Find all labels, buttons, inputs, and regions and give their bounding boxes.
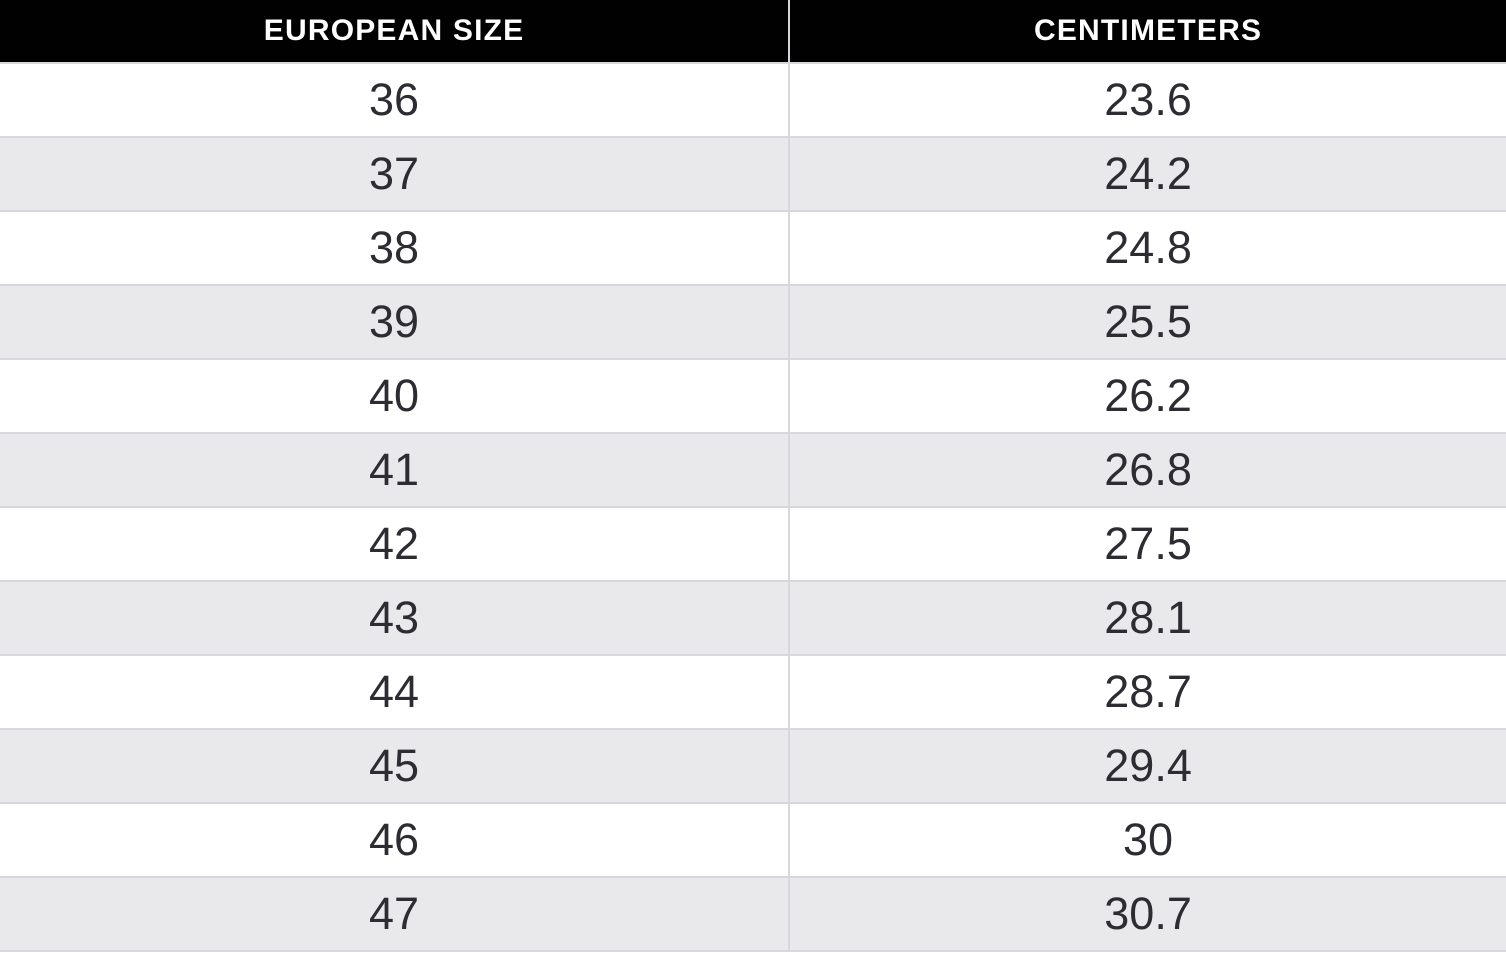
centimeters-cell: 23.6 — [789, 63, 1506, 138]
table-body: 36 23.6 37 24.2 38 24.8 39 25.5 40 26.2 … — [0, 63, 1506, 952]
european-size-cell: 44 — [0, 655, 791, 730]
table-row: 41 26.8 — [0, 433, 1506, 508]
table-row: 43 28.1 — [0, 581, 1506, 656]
centimeters-cell: 24.8 — [789, 211, 1506, 286]
table-row: 44 28.7 — [0, 655, 1506, 730]
european-size-cell: 38 — [0, 211, 791, 286]
column-header-centimeters: CENTIMETERS — [789, 0, 1506, 64]
centimeters-cell: 30 — [789, 803, 1506, 878]
table-row: 37 24.2 — [0, 137, 1506, 212]
table-row: 46 30 — [0, 803, 1506, 878]
table-row: 38 24.8 — [0, 211, 1506, 286]
table-header: EUROPEAN SIZE CENTIMETERS — [0, 0, 1506, 64]
european-size-cell: 43 — [0, 581, 791, 656]
european-size-cell: 36 — [0, 63, 791, 138]
european-size-cell: 42 — [0, 507, 791, 582]
european-size-cell: 45 — [0, 729, 791, 804]
column-header-european-size: EUROPEAN SIZE — [0, 0, 791, 64]
european-size-cell: 37 — [0, 137, 791, 212]
european-size-cell: 47 — [0, 877, 791, 952]
table-row: 45 29.4 — [0, 729, 1506, 804]
table-row: 40 26.2 — [0, 359, 1506, 434]
table-row: 36 23.6 — [0, 63, 1506, 138]
table-row: 42 27.5 — [0, 507, 1506, 582]
european-size-cell: 46 — [0, 803, 791, 878]
centimeters-cell: 24.2 — [789, 137, 1506, 212]
centimeters-cell: 25.5 — [789, 285, 1506, 360]
european-size-cell: 40 — [0, 359, 791, 434]
table-row: 47 30.7 — [0, 877, 1506, 952]
centimeters-cell: 29.4 — [789, 729, 1506, 804]
centimeters-cell: 30.7 — [789, 877, 1506, 952]
table-row: 39 25.5 — [0, 285, 1506, 360]
centimeters-cell: 26.8 — [789, 433, 1506, 508]
header-row: EUROPEAN SIZE CENTIMETERS — [0, 0, 1506, 64]
european-size-cell: 41 — [0, 433, 791, 508]
european-size-cell: 39 — [0, 285, 791, 360]
centimeters-cell: 26.2 — [789, 359, 1506, 434]
centimeters-cell: 28.1 — [789, 581, 1506, 656]
centimeters-cell: 27.5 — [789, 507, 1506, 582]
centimeters-cell: 28.7 — [789, 655, 1506, 730]
